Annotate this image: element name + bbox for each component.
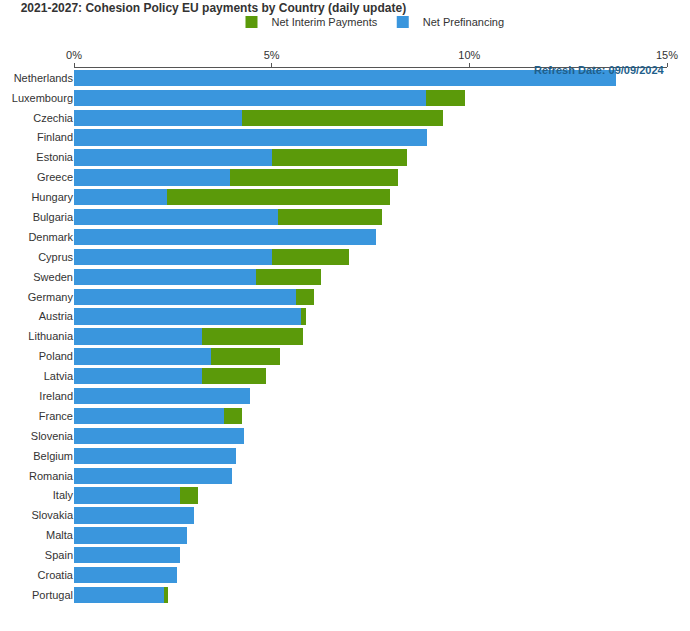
- svg-text:Net Interim Payments: Net Interim Payments: [272, 16, 378, 28]
- svg-text:Italy: Italy: [53, 489, 74, 501]
- svg-text:Ireland: Ireland: [39, 390, 73, 402]
- svg-text:Denmark: Denmark: [28, 231, 73, 243]
- svg-text:Bulgaria: Bulgaria: [33, 211, 74, 223]
- svg-text:Germany: Germany: [28, 291, 74, 303]
- svg-text:Net Prefinancing: Net Prefinancing: [423, 16, 504, 28]
- svg-text:Hungary: Hungary: [31, 191, 73, 203]
- svg-text:Austria: Austria: [39, 310, 74, 322]
- svg-text:Slovenia: Slovenia: [31, 430, 74, 442]
- svg-text:Estonia: Estonia: [36, 151, 74, 163]
- svg-text:Croatia: Croatia: [38, 569, 74, 581]
- svg-text:15%: 15%: [656, 49, 678, 61]
- svg-text:France: France: [39, 410, 73, 422]
- svg-text:Belgium: Belgium: [33, 450, 73, 462]
- svg-text:Portugal: Portugal: [32, 589, 73, 601]
- svg-text:Greece: Greece: [37, 171, 73, 183]
- svg-text:Finland: Finland: [37, 131, 73, 143]
- svg-text:Netherlands: Netherlands: [14, 72, 74, 84]
- svg-text:Refresh Date: 09/09/2024: Refresh Date: 09/09/2024: [534, 64, 665, 76]
- svg-text:Poland: Poland: [39, 350, 73, 362]
- svg-text:Malta: Malta: [46, 529, 74, 541]
- svg-text:Latvia: Latvia: [44, 370, 74, 382]
- svg-text:Czechia: Czechia: [33, 112, 74, 124]
- svg-text:Lithuania: Lithuania: [28, 330, 74, 342]
- svg-text:Slovakia: Slovakia: [31, 509, 73, 521]
- svg-text:Romania: Romania: [29, 470, 74, 482]
- svg-text:0%: 0%: [66, 49, 82, 61]
- svg-text:Cyprus: Cyprus: [38, 251, 73, 263]
- svg-text:Spain: Spain: [45, 549, 73, 561]
- svg-text:2021-2027: Cohesion Policy EU: 2021-2027: Cohesion Policy EU payments b…: [21, 1, 406, 15]
- svg-text:Luxembourg: Luxembourg: [12, 92, 73, 104]
- svg-text:Sweden: Sweden: [33, 271, 73, 283]
- svg-text:10%: 10%: [458, 49, 480, 61]
- svg-text:5%: 5%: [264, 49, 280, 61]
